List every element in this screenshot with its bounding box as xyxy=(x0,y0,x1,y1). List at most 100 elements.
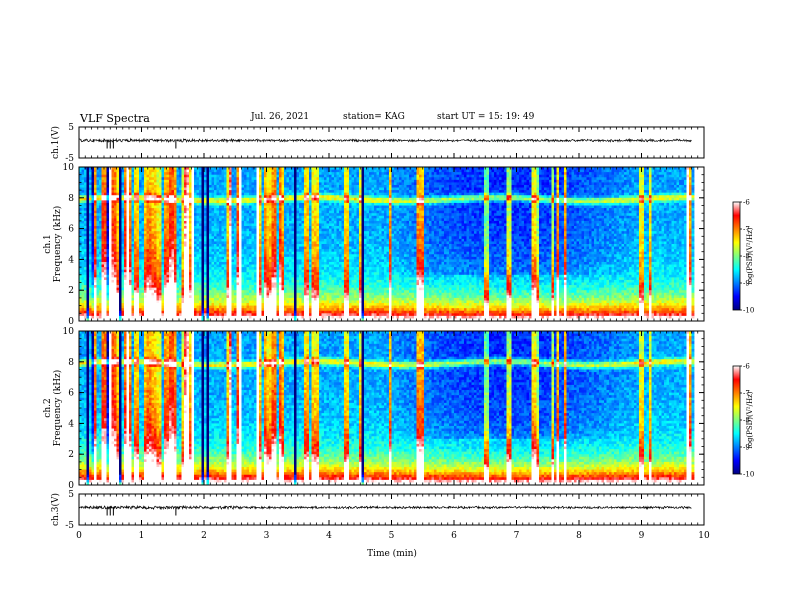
heatmap-cell xyxy=(222,208,225,211)
heatmap-cell xyxy=(242,277,245,280)
heatmap-cell xyxy=(122,195,125,198)
heatmap-cell xyxy=(254,285,257,288)
heatmap-cell xyxy=(182,172,185,175)
heatmap-cell xyxy=(144,182,147,185)
heatmap-cell xyxy=(192,295,195,298)
heatmap-cell xyxy=(202,293,205,296)
heatmap-cell xyxy=(204,298,207,301)
heatmap-cell xyxy=(192,193,195,196)
heatmap-cell xyxy=(117,267,120,270)
heatmap-cell xyxy=(84,311,87,314)
heatmap-cell xyxy=(252,313,255,316)
heatmap-cell xyxy=(137,308,140,311)
heatmap-cell xyxy=(139,280,142,283)
heatmap-cell xyxy=(252,290,255,293)
heatmap-cell xyxy=(109,306,112,309)
heatmap-cell xyxy=(184,270,187,273)
heatmap-cell xyxy=(242,239,245,242)
heatmap-cell xyxy=(149,303,152,306)
heatmap-cell xyxy=(222,272,225,275)
heatmap-cell xyxy=(207,288,210,291)
heatmap-cell xyxy=(204,221,207,224)
heatmap-cell xyxy=(277,231,280,234)
heatmap-cell xyxy=(162,185,165,188)
heatmap-cell xyxy=(169,247,172,250)
heatmap-cell xyxy=(87,231,90,234)
heatmap-cell xyxy=(189,265,192,268)
heatmap-cell xyxy=(149,308,152,311)
heatmap-cell xyxy=(162,177,165,180)
heatmap-cell xyxy=(219,188,222,191)
heatmap-cell xyxy=(254,308,257,311)
heatmap-cell xyxy=(207,249,210,252)
heatmap-cell xyxy=(97,180,100,183)
heatmap-cell xyxy=(159,180,162,183)
heatmap-cell xyxy=(267,206,270,209)
heatmap-cell xyxy=(132,277,135,280)
heatmap-cell xyxy=(182,280,185,283)
heatmap-cell xyxy=(157,293,160,296)
heatmap-cell xyxy=(97,244,100,247)
heatmap-cell xyxy=(232,170,235,173)
heatmap-cell xyxy=(114,249,117,252)
heatmap-cell xyxy=(82,283,85,286)
heatmap-cell xyxy=(162,295,165,298)
heatmap-cell xyxy=(229,226,232,229)
heatmap-cell xyxy=(137,195,140,198)
heatmap-cell xyxy=(97,177,100,180)
heatmap-cell xyxy=(84,208,87,211)
heatmap-cell xyxy=(134,226,137,229)
heatmap-cell xyxy=(92,265,95,268)
heatmap-cell xyxy=(257,265,260,268)
heatmap-cell xyxy=(224,175,227,178)
heatmap-cell xyxy=(179,239,182,242)
heatmap-cell xyxy=(257,280,260,283)
heatmap-cell xyxy=(179,221,182,224)
heatmap-cell xyxy=(252,198,255,201)
heatmap-cell xyxy=(164,295,167,298)
heatmap-cell xyxy=(147,293,150,296)
heatmap-cell xyxy=(129,257,132,260)
heatmap-cell xyxy=(89,213,92,216)
heatmap-cell xyxy=(207,295,210,298)
heatmap-cell xyxy=(239,231,242,234)
heatmap-cell xyxy=(174,175,177,178)
heatmap-cell xyxy=(197,280,200,283)
heatmap-cell xyxy=(104,213,107,216)
heatmap-cell xyxy=(189,290,192,293)
heatmap-cell xyxy=(132,265,135,268)
heatmap-cell xyxy=(237,206,240,209)
heatmap-cell xyxy=(192,254,195,257)
heatmap-cell xyxy=(164,277,167,280)
heatmap-cell xyxy=(189,288,192,291)
heatmap-cell xyxy=(189,300,192,303)
heatmap-cell xyxy=(179,311,182,314)
heatmap-cell xyxy=(244,247,247,250)
heatmap-cell xyxy=(257,288,260,291)
heatmap-cell xyxy=(87,190,90,193)
heatmap-cell xyxy=(217,313,220,316)
heatmap-cell xyxy=(87,175,90,178)
heatmap-cell xyxy=(114,285,117,288)
heatmap-cell xyxy=(157,285,160,288)
heatmap-cell xyxy=(159,247,162,250)
heatmap-cell xyxy=(277,180,280,183)
heatmap-cell xyxy=(99,270,102,273)
heatmap-cell xyxy=(142,193,145,196)
heatmap-cell xyxy=(147,241,150,244)
heatmap-cell xyxy=(202,198,205,201)
heatmap-cell xyxy=(277,252,280,255)
heatmap-cell xyxy=(114,213,117,216)
heatmap-cell xyxy=(192,270,195,273)
heatmap-cell xyxy=(217,185,220,188)
heatmap-cell xyxy=(114,236,117,239)
heatmap-cell xyxy=(134,239,137,242)
heatmap-cell xyxy=(157,231,160,234)
heatmap-cell xyxy=(97,221,100,224)
heatmap-cell xyxy=(117,262,120,265)
heatmap-cell xyxy=(207,188,210,191)
heatmap-cell xyxy=(249,185,252,188)
heatmap-cell xyxy=(264,298,267,301)
heatmap-cell xyxy=(214,239,217,242)
heatmap-cell xyxy=(272,234,275,237)
